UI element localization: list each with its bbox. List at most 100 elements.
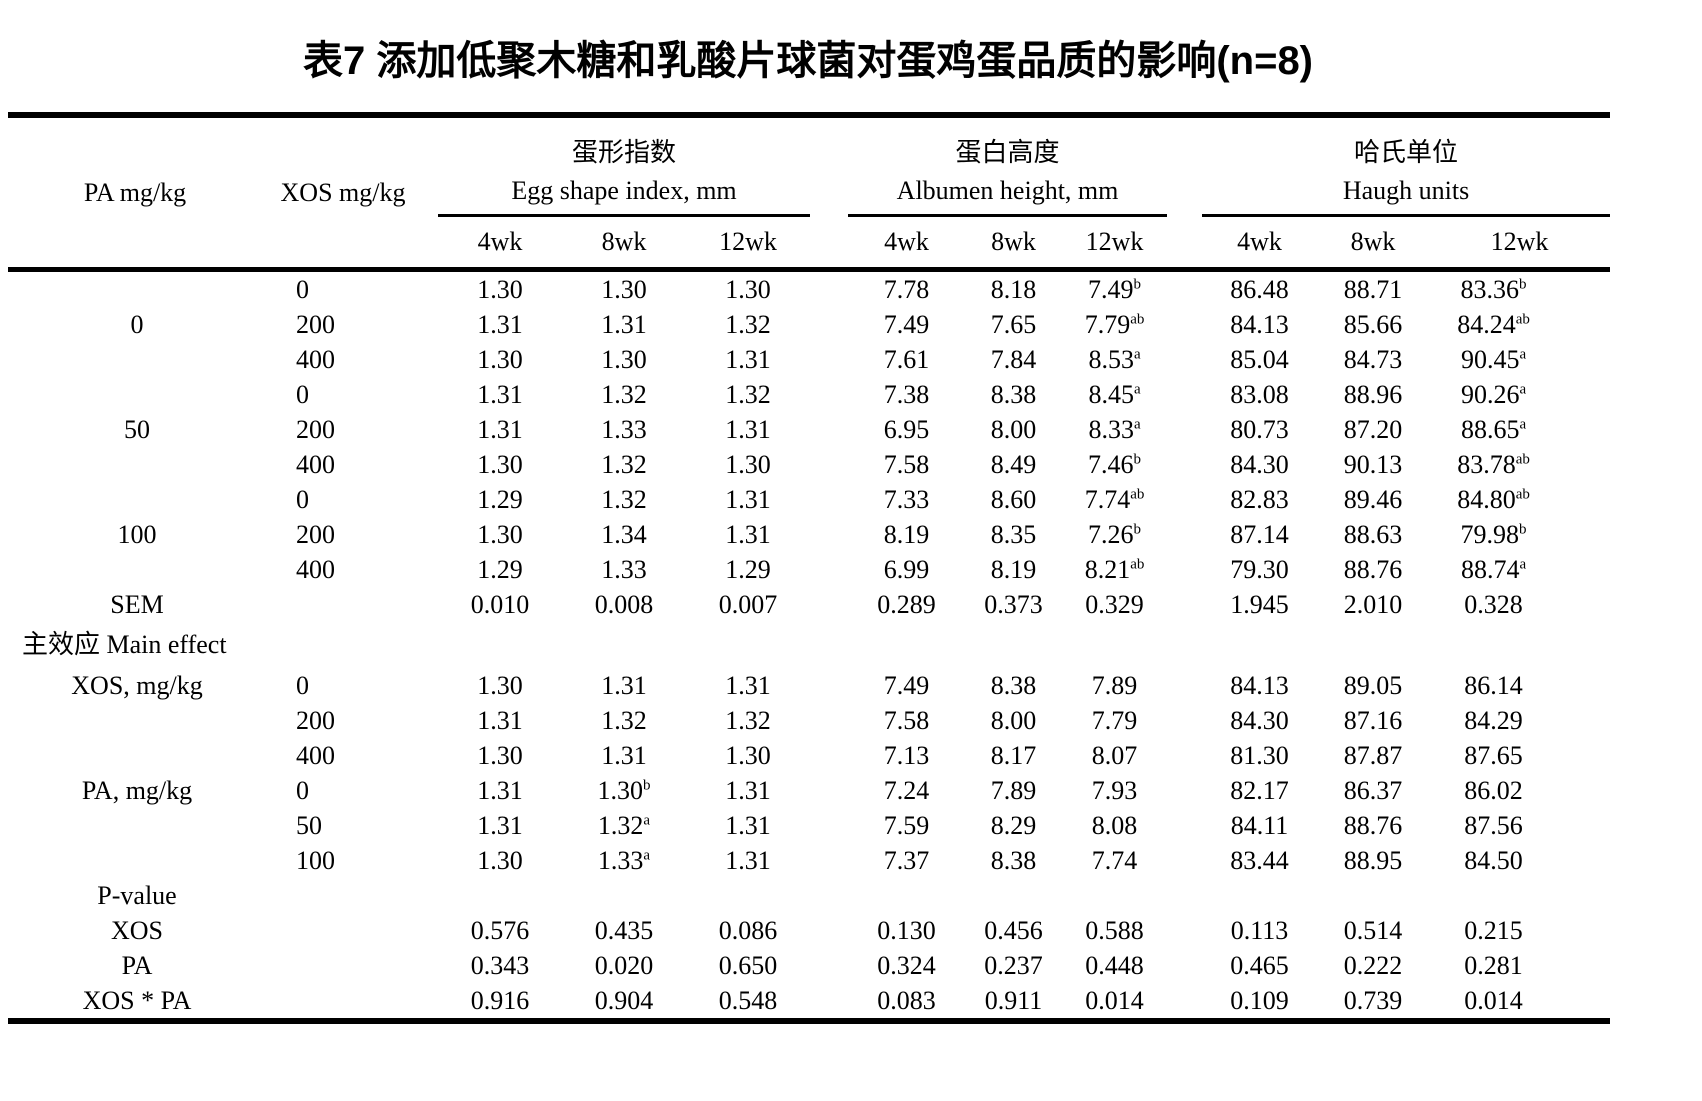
table-cell <box>8 703 248 738</box>
header-column-spacer <box>1167 115 1203 272</box>
table-cell: 0.324 <box>877 950 936 980</box>
table-row: P-value <box>8 878 1610 913</box>
table-cell: 79.30 <box>1230 554 1289 584</box>
table-cell: 1.30b <box>597 775 651 805</box>
table-cell <box>438 878 562 913</box>
column-spacer <box>1167 270 1202 308</box>
table-cell: 88.74a <box>1460 554 1527 584</box>
table-cell <box>1317 878 1429 913</box>
table-cell: 7.84 <box>990 344 1037 374</box>
table-cell <box>8 342 248 377</box>
table-cell: 7.26b <box>1088 519 1142 549</box>
table-cell: 1.30 <box>477 670 523 700</box>
table-cell: 1.32 <box>725 309 771 339</box>
pa-column-header: PA mg/kg <box>8 115 248 272</box>
table-cell: 84.30 <box>1230 705 1289 735</box>
significance-superscript: a <box>1133 416 1141 433</box>
albumen-height-label-en: Albumen height, mm <box>896 175 1119 205</box>
table-cell <box>248 878 438 913</box>
column-spacer <box>1167 377 1202 412</box>
table-cell: 0.222 <box>1343 950 1403 980</box>
table-row: 0 1.29 1.32 1.31 7.33 8.60 7.74ab 82.83 89.46 84.… <box>8 482 1610 517</box>
table-cell: 7.89 <box>990 775 1037 805</box>
week-header: 8wk <box>1317 215 1430 272</box>
significance-superscript: ab <box>1515 486 1530 503</box>
table-cell: 2.010 <box>1343 589 1403 619</box>
table-cell: 0 <box>296 484 309 514</box>
table-cell: 85.66 <box>1343 309 1403 339</box>
table-cell: 1.30 <box>601 274 647 304</box>
significance-superscript: b <box>1133 451 1142 468</box>
table-cell: 7.59 <box>883 810 930 840</box>
table-cell: 7.79 <box>1091 705 1138 735</box>
table-cell <box>248 587 438 622</box>
table-cell: 84.13 <box>1230 309 1289 339</box>
table-cell: 1.31 <box>477 309 523 339</box>
table-cell: 0.014 <box>1062 983 1168 1024</box>
week-header: 8wk <box>965 215 1063 272</box>
significance-superscript: ab <box>1130 311 1145 328</box>
table-cell: 1.32 <box>601 379 647 409</box>
table-cell: 1.31 <box>725 845 771 875</box>
table-cell: 89.05 <box>1343 670 1403 700</box>
significance-superscript: a <box>643 812 651 829</box>
table-row: 400 1.30 1.30 1.31 7.61 7.84 8.53a 85.04 84.73 90… <box>8 342 1610 377</box>
column-spacer <box>1167 773 1202 808</box>
table-cell <box>8 447 248 482</box>
table-cell: 88.65a <box>1460 414 1527 444</box>
table-cell: 0.215 <box>1464 915 1523 945</box>
egg-shape-index-label-en: Egg shape index, mm <box>511 175 737 205</box>
table-cell: 7.46b <box>1088 449 1142 479</box>
table-cell: 8.00 <box>990 414 1037 444</box>
table-cell: 88.95 <box>1343 845 1403 875</box>
column-spacer <box>810 342 848 377</box>
table-cell: 90.45a <box>1460 344 1527 374</box>
section-row: 主效应 Main effect <box>8 622 1610 668</box>
table-cell <box>8 843 248 878</box>
header-group-row: PA mg/kg XOS mg/kg 蛋形指数 Egg shape index,… <box>8 115 1611 272</box>
table-cell: 7.37 <box>883 845 930 875</box>
table-cell: 0.237 <box>984 950 1043 980</box>
column-spacer <box>810 412 848 447</box>
week-header: 4wk <box>438 215 562 272</box>
column-spacer <box>810 377 848 412</box>
table-cell: 0 <box>296 775 309 805</box>
table-cell: 79.98b <box>1460 519 1527 549</box>
table-cell: 0.576 <box>470 915 530 945</box>
column-spacer <box>1167 668 1202 703</box>
table-cell: 1.31 <box>601 309 647 339</box>
table-cell: 7.89 <box>1091 670 1138 700</box>
table-cell: 7.78 <box>883 274 930 304</box>
table-cell: 100 <box>296 845 335 875</box>
table-cell: 1.31 <box>725 775 771 805</box>
table-cell: 88.71 <box>1343 274 1403 304</box>
table-cell: 8.53a <box>1088 344 1141 374</box>
table-cell: 89.46 <box>1343 484 1403 514</box>
column-spacer <box>810 552 848 587</box>
table-cell: 0.328 <box>1464 589 1523 619</box>
table-cell: 1.29 <box>725 554 771 584</box>
table-cell: 1.32 <box>601 449 647 479</box>
xos-column-header: XOS mg/kg <box>248 115 438 272</box>
table-cell: 1.32 <box>601 484 647 514</box>
table-cell: 8.07 <box>1091 740 1138 770</box>
table-cell: 8.33a <box>1088 414 1141 444</box>
table-cell: 0.911 <box>965 983 1063 1024</box>
table-cell: 0.113 <box>1230 915 1289 945</box>
table-cell: 0 <box>296 670 309 700</box>
table-cell: 90.13 <box>1343 449 1403 479</box>
column-spacer <box>810 913 848 948</box>
section-label: 主效应 Main effect <box>22 630 227 660</box>
table-cell: 82.83 <box>1230 484 1289 514</box>
table-cell: 0.465 <box>1230 950 1289 980</box>
table-cell: 87.87 <box>1343 740 1403 770</box>
table-cell: 200 <box>296 519 335 549</box>
table-cell: 1.30 <box>725 449 771 479</box>
table-row: 0 1.30 1.30 1.30 7.78 8.18 7.49b 86.48 88.71 83.3… <box>8 270 1610 308</box>
table-cell: 1.30 <box>477 845 523 875</box>
table-cell: 80.73 <box>1230 414 1289 444</box>
table-cell: 87.14 <box>1230 519 1289 549</box>
table-row: XOS * PA 0.916 0.904 0.548 0.083 0.911 0.014 0.… <box>8 983 1611 1024</box>
column-spacer <box>1167 587 1202 622</box>
table-cell: 87.20 <box>1343 414 1403 444</box>
